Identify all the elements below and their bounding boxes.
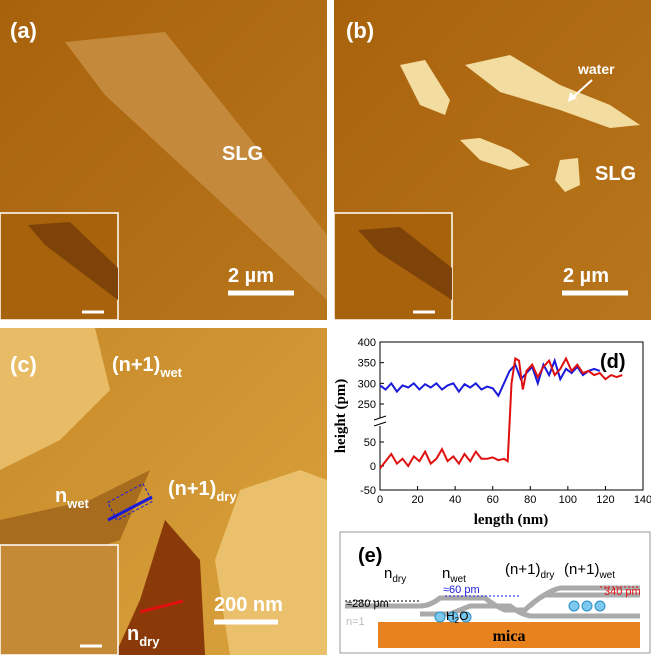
x-tick-label: 0: [377, 494, 383, 506]
x-axis-label: length (nm): [474, 512, 549, 528]
y-tick-label: 400: [358, 337, 376, 349]
y-tick-label: 250: [358, 399, 376, 411]
x-tick-label: 80: [524, 494, 536, 506]
panel-c: (c) (n+1)wet nwet (n+1)dry ndry 200 nm: [0, 328, 327, 655]
panel-e: (e) ndry nwet (n+1)dry (n+1)wet ≈60 pm 3…: [340, 532, 650, 653]
annotation: n=1: [346, 616, 365, 628]
x-tick-label: 60: [487, 494, 499, 506]
scale-text: 200 nm: [214, 594, 283, 616]
y-tick-label: -50: [360, 485, 376, 497]
flake-label: SLG: [222, 143, 263, 165]
chart: (d) length (nm) height (pm) 0 20 40 60 80 100…: [333, 337, 651, 528]
substrate-label: mica: [493, 628, 526, 645]
annotation: ≈60 pm: [443, 584, 480, 596]
x-tick-label: 20: [411, 494, 423, 506]
y-tick-label: 0: [370, 461, 376, 473]
y-tick-label: 300: [358, 378, 376, 390]
x-tick-label: 120: [596, 494, 614, 506]
x-tick-label: 40: [449, 494, 461, 506]
y-axis-label: height (pm): [333, 379, 349, 454]
figure: (a) SLG 2 µm (b) water SLG 2 µm (c) (n+1…: [0, 0, 651, 655]
panel-label: (a): [10, 18, 37, 43]
x-tick-label: 140: [634, 494, 651, 506]
panel-b: (b) water SLG 2 µm: [334, 0, 651, 320]
panel-label: (c): [10, 352, 37, 377]
y-tick-label: 350: [358, 358, 376, 370]
annotation: 340 pm: [604, 586, 641, 598]
panel-label: (b): [346, 18, 374, 43]
x-tick-label: 100: [559, 494, 577, 506]
scale-text: 2 µm: [563, 265, 609, 287]
flake-label: SLG: [595, 163, 636, 185]
series-line: [380, 361, 600, 396]
y-tick-label: 50: [364, 437, 376, 449]
panel-a: (a) SLG 2 µm: [0, 0, 327, 320]
inset: [0, 545, 118, 655]
axis-break: [374, 416, 386, 426]
annotation: water: [577, 61, 615, 77]
scale-text: 2 µm: [228, 265, 274, 287]
panel-label: (e): [358, 545, 382, 567]
series-line: [380, 359, 622, 469]
annotation: ≈280 pm: [346, 598, 389, 610]
panel-label: (d): [600, 351, 626, 373]
